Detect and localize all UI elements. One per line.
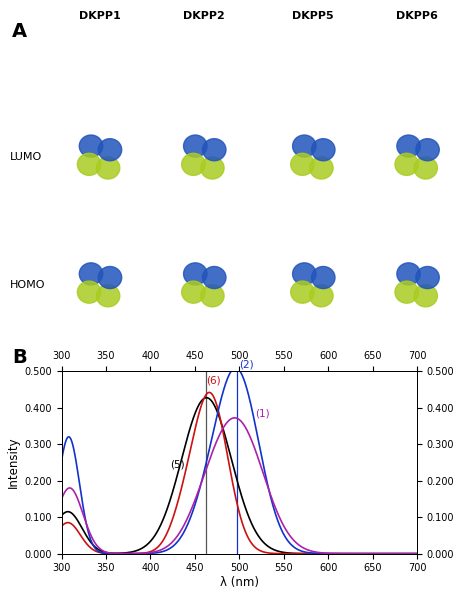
Ellipse shape [96, 157, 120, 179]
Ellipse shape [310, 157, 333, 179]
Ellipse shape [202, 138, 226, 161]
Ellipse shape [310, 284, 333, 307]
Ellipse shape [201, 157, 224, 179]
Ellipse shape [98, 266, 122, 289]
Text: (6): (6) [207, 376, 221, 386]
Ellipse shape [291, 281, 314, 303]
Text: (5): (5) [170, 459, 184, 469]
Ellipse shape [311, 138, 335, 161]
Ellipse shape [395, 153, 419, 176]
Text: B: B [12, 349, 27, 368]
Ellipse shape [98, 138, 122, 161]
Ellipse shape [96, 284, 120, 307]
Text: DKPP5: DKPP5 [292, 11, 334, 21]
Text: DKPP6: DKPP6 [396, 11, 438, 21]
Ellipse shape [183, 135, 207, 157]
Ellipse shape [414, 157, 438, 179]
Ellipse shape [414, 284, 438, 307]
Ellipse shape [201, 284, 224, 307]
Ellipse shape [291, 153, 314, 176]
Text: DKPP1: DKPP1 [79, 11, 120, 21]
Ellipse shape [395, 281, 419, 303]
Ellipse shape [397, 263, 420, 285]
Text: DKPP2: DKPP2 [183, 11, 225, 21]
Ellipse shape [292, 263, 316, 285]
Ellipse shape [79, 263, 103, 285]
Ellipse shape [416, 266, 439, 289]
Ellipse shape [182, 153, 205, 176]
X-axis label: λ (nm): λ (nm) [220, 576, 259, 589]
Ellipse shape [311, 266, 335, 289]
Ellipse shape [182, 281, 205, 303]
Text: HOMO: HOMO [9, 280, 45, 290]
Text: A: A [12, 22, 27, 41]
Ellipse shape [183, 263, 207, 285]
Ellipse shape [416, 138, 439, 161]
Ellipse shape [202, 266, 226, 289]
Text: (2): (2) [239, 359, 254, 369]
Ellipse shape [77, 281, 101, 303]
Ellipse shape [397, 135, 420, 157]
Text: LUMO: LUMO [9, 152, 42, 162]
Text: (1): (1) [255, 409, 270, 419]
Ellipse shape [292, 135, 316, 157]
Ellipse shape [79, 135, 103, 157]
Y-axis label: Intensity: Intensity [7, 436, 20, 488]
Ellipse shape [77, 153, 101, 176]
